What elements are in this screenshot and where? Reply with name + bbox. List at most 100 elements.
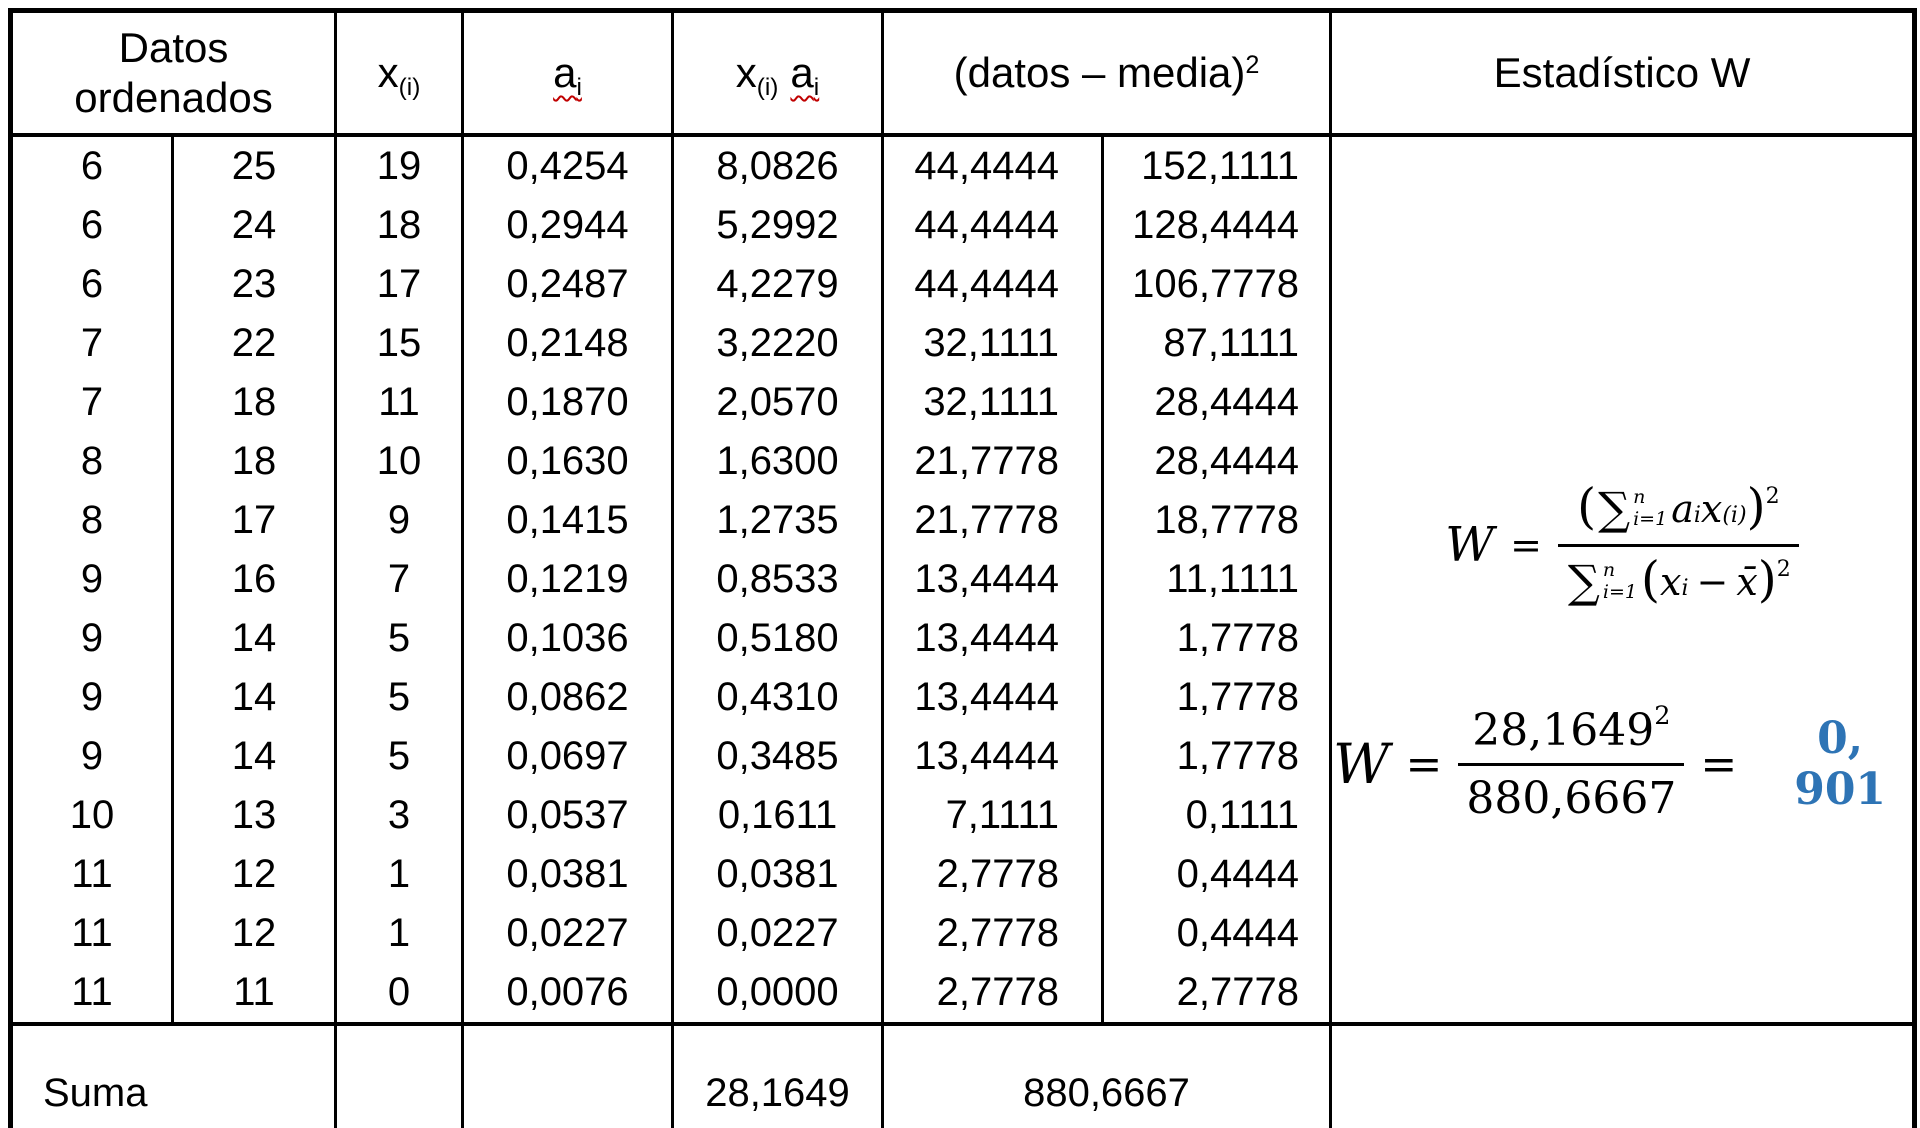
- cell-x-ordered: 3: [334, 786, 464, 845]
- cell-datos-2: 25: [171, 135, 337, 196]
- cell-x-ordered: 1: [334, 904, 464, 963]
- sum-symbol: ∑ n i=1: [1598, 482, 1668, 535]
- cell-x-times-a: 8,0826: [671, 135, 884, 196]
- cell-datos-2: 16: [171, 550, 337, 609]
- cell-sq-dev-1: 21,7778: [881, 491, 1104, 550]
- cell-x-ordered: 5: [334, 727, 464, 786]
- cell-x-times-a: 0,3485: [671, 727, 884, 786]
- cell-sq-dev-1: 2,7778: [881, 963, 1104, 1024]
- cell-datos-2: 14: [171, 727, 337, 786]
- cell-sq-dev-1: 44,4444: [881, 255, 1104, 314]
- cell-sq-dev-1: 21,7778: [881, 432, 1104, 491]
- table-body: 6 25 19 0,4254 8,0826 44,4444 152,1111 W = (∑ n…: [9, 133, 1917, 1024]
- cell-datos-2: 18: [171, 373, 337, 432]
- cell-sq-dev-2: 0,1111: [1100, 786, 1333, 845]
- cell-coef-a: 0,0537: [461, 786, 674, 845]
- cell-sq-dev-2: 18,7778: [1100, 491, 1333, 550]
- cell-sq-dev-2: 1,7778: [1100, 727, 1333, 786]
- shapiro-wilk-slide: Datos ordenados x(i) ai x(i) ai (datos – …: [0, 8, 1920, 1128]
- cell-x-ordered: 15: [334, 314, 464, 373]
- cell-x-ordered: 5: [334, 609, 464, 668]
- cell-x-ordered: 10: [334, 432, 464, 491]
- table-row: 8 17 9 0,1415 1,2735 21,7778 18,7778: [9, 491, 1915, 550]
- cell-sq-dev-2: 28,4444: [1100, 373, 1333, 432]
- cell-sq-dev-2: 0,4444: [1100, 845, 1333, 904]
- cell-coef-a: 0,0862: [461, 668, 674, 727]
- table-row: 9 16 7 0,1219 0,8533 13,4444 11,1111: [9, 550, 1915, 609]
- table-row: 9 14 5 0,0697 0,3485 13,4444 1,7778: [9, 727, 1915, 786]
- cell-coef-a: 0,4254: [461, 135, 674, 196]
- table-row: 7 22 15 0,2148 3,2220 32,1111 87,1111: [9, 314, 1915, 373]
- cell-datos-2: 14: [171, 609, 337, 668]
- suma-label: Suma: [9, 1022, 337, 1128]
- cell-datos-2: 11: [171, 963, 337, 1024]
- header-datos-line2: ordenados: [74, 74, 273, 121]
- cell-x-times-a: 0,0381: [671, 845, 884, 904]
- table-row: 9 14 5 0,0862 0,4310 13,4444 1,7778: [9, 668, 1915, 727]
- cell-datos-1: 11: [9, 904, 174, 963]
- suma-empty-a: [461, 1022, 674, 1128]
- cell-sq-dev-2: 28,4444: [1100, 432, 1333, 491]
- cell-datos-1: 8: [9, 491, 174, 550]
- cell-datos-1: 6: [9, 255, 174, 314]
- cell-datos-2: 13: [171, 786, 337, 845]
- table-row: 11 12 1 0,0381 0,0381 2,7778 0,4444: [9, 845, 1915, 904]
- cell-sq-dev-2: 1,7778: [1100, 668, 1333, 727]
- cell-coef-a: 0,2487: [461, 255, 674, 314]
- cell-datos-1: 7: [9, 373, 174, 432]
- cell-x-times-a: 0,5180: [671, 609, 884, 668]
- cell-x-times-a: 2,0570: [671, 373, 884, 432]
- cell-datos-1: 6: [9, 196, 174, 255]
- cell-datos-1: 6: [9, 135, 174, 196]
- suma-total-squared-dev: 880,6667: [880, 1022, 1333, 1128]
- table-header: Datos ordenados x(i) ai x(i) ai (datos – …: [9, 9, 1917, 137]
- cell-x-times-a: 1,2735: [671, 491, 884, 550]
- cell-x-times-a: 0,0000: [671, 963, 884, 1024]
- cell-coef-a: 0,1870: [461, 373, 674, 432]
- cell-datos-2: 12: [171, 845, 337, 904]
- header-squared-deviation: (datos – media)2: [880, 9, 1333, 137]
- cell-datos-2: 14: [171, 668, 337, 727]
- cell-x-ordered: 5: [334, 668, 464, 727]
- cell-x-times-a: 0,8533: [671, 550, 884, 609]
- cell-sq-dev-1: 13,4444: [881, 609, 1104, 668]
- cell-sq-dev-2: 2,7778: [1100, 963, 1333, 1024]
- w-variable: W: [1333, 732, 1390, 796]
- cell-datos-2: 18: [171, 432, 337, 491]
- w-result-value: 0, 901: [1794, 713, 1887, 815]
- header-x-ordered: x(i): [334, 9, 464, 137]
- cell-x-times-a: 4,2279: [671, 255, 884, 314]
- cell-x-times-a: 5,2992: [671, 196, 884, 255]
- cell-sq-dev-1: 2,7778: [881, 904, 1104, 963]
- cell-datos-2: 22: [171, 314, 337, 373]
- cell-coef-a: 0,1630: [461, 432, 674, 491]
- sum-symbol: ∑ n i=1: [1567, 555, 1638, 608]
- cell-datos-2: 12: [171, 904, 337, 963]
- formula-fraction: 28,1649 2 880,6667: [1458, 701, 1685, 824]
- cell-coef-a: 0,1219: [461, 550, 674, 609]
- cell-sq-dev-1: 32,1111: [881, 373, 1104, 432]
- table-row: 7 18 11 0,1870 2,0570 32,1111 28,4444: [9, 373, 1915, 432]
- cell-sq-dev-2: 11,1111: [1100, 550, 1333, 609]
- cell-x-times-a: 3,2220: [671, 314, 884, 373]
- cell-sq-dev-2: 1,7778: [1100, 609, 1333, 668]
- shapiro-wilk-table: Datos ordenados x(i) ai x(i) ai (datos – …: [8, 8, 1918, 1128]
- cell-sq-dev-1: 13,4444: [881, 668, 1104, 727]
- cell-coef-a: 0,2944: [461, 196, 674, 255]
- table-row: 10 13 3 0,0537 0,1611 7,1111 0,1111: [9, 786, 1915, 845]
- table-row: 6 23 17 0,2487 4,2279 44,4444 106,7778: [9, 255, 1915, 314]
- header-datos-ordenados: Datos ordenados: [9, 9, 337, 137]
- cell-sq-dev-1: 13,4444: [881, 727, 1104, 786]
- shapiro-wilk-general-formula: W = (∑ n i=1 a i x (i)) 2 ∑ n i=1(x i − x̄) 2: [1445, 479, 1799, 610]
- w-variable: W: [1445, 517, 1495, 573]
- cell-datos-1: 7: [9, 314, 174, 373]
- cell-sq-dev-1: 44,4444: [881, 196, 1104, 255]
- cell-coef-a: 0,1036: [461, 609, 674, 668]
- cell-x-times-a: 0,0227: [671, 904, 884, 963]
- header-row: Datos ordenados x(i) ai x(i) ai (datos – …: [9, 9, 1917, 137]
- cell-sq-dev-2: 87,1111: [1100, 314, 1333, 373]
- cell-datos-1: 11: [9, 845, 174, 904]
- cell-x-ordered: 18: [334, 196, 464, 255]
- table-row: 11 12 1 0,0227 0,0227 2,7778 0,4444: [9, 904, 1915, 963]
- cell-datos-1: 10: [9, 786, 174, 845]
